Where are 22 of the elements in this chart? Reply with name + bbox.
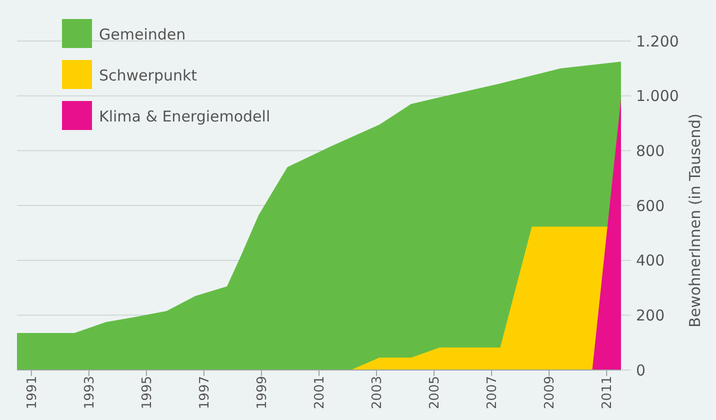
legend-label: Gemeinden — [99, 25, 186, 44]
x-tick-label: 2003 — [370, 376, 386, 410]
y-tick-label: 400 — [636, 252, 665, 270]
x-tick-label: 2011 — [600, 376, 616, 410]
y-tick-label: 600 — [636, 196, 665, 215]
x-tick-label: 1999 — [255, 376, 270, 410]
x-tick-label: 1991 — [24, 376, 40, 410]
x-tick-label: 2009 — [542, 376, 558, 410]
y-tick-label: 800 — [636, 142, 665, 160]
y-tick-label: 1.000 — [636, 87, 679, 106]
x-tick-label: 2005 — [428, 376, 443, 410]
x-tick-label: 2007 — [485, 376, 500, 410]
legend-label: Klima & Energiemodell — [99, 107, 270, 126]
y-axis-title: BewohnerInnen (in Tausend) — [686, 114, 704, 328]
y-tick-label: 1.200 — [636, 32, 679, 50]
legend-label: Schwerpunkt — [99, 66, 198, 84]
x-tick-label: 1997 — [198, 376, 212, 410]
x-tick-label: 1993 — [82, 376, 98, 410]
x-tick-label: 1995 — [140, 376, 155, 410]
y-tick-label: 0 — [636, 361, 646, 380]
x-tick-label: 2001 — [312, 376, 328, 410]
y-tick-label: 200 — [636, 306, 665, 324]
